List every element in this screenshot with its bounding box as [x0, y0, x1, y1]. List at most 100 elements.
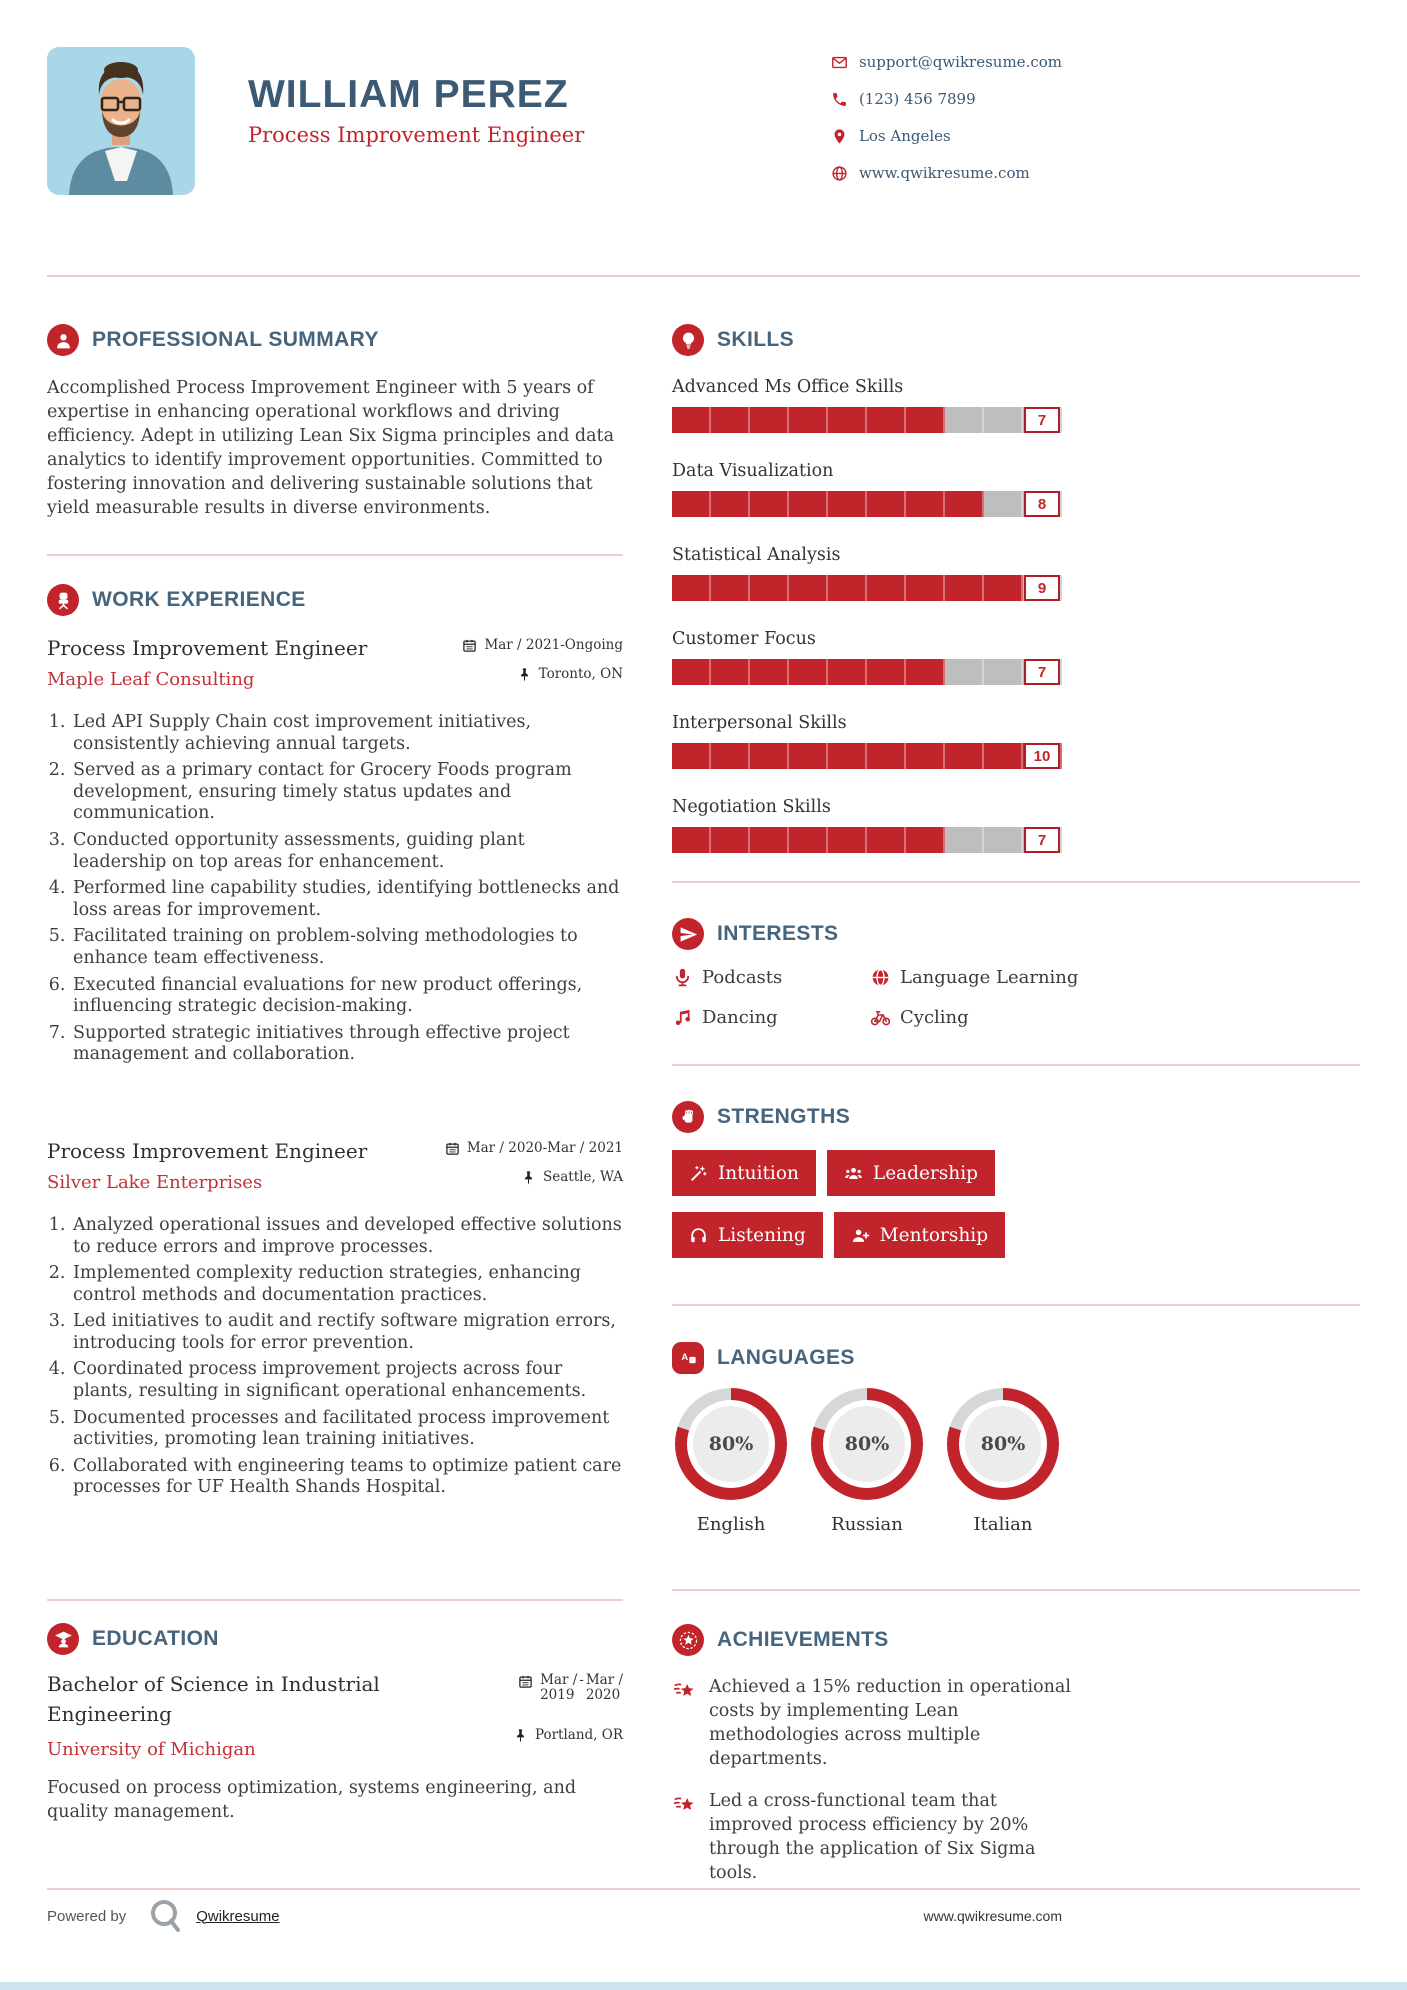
summary-text: Accomplished Process Improvement Enginee…	[47, 378, 615, 518]
contact-block: support@qwikresume.com (123) 456 7899 Lo…	[831, 47, 1062, 198]
headphones-icon	[689, 1226, 708, 1245]
strengths-list: Intuition Leadership Listening	[672, 1150, 1092, 1258]
left-divider-1	[47, 554, 623, 556]
strength-label: Mentorship	[879, 1224, 989, 1246]
contact-location[interactable]: Los Angeles	[831, 124, 1062, 148]
graduate-icon	[47, 1623, 79, 1656]
fist-icon	[672, 1101, 704, 1133]
job-date: Mar / 2021-Ongoing	[462, 637, 623, 653]
job-location-text: Toronto, ON	[538, 666, 623, 682]
language-name: Russian	[831, 1514, 903, 1535]
job-bullet: Implemented complexity reduction strateg…	[71, 1263, 623, 1306]
skill-score-badge: 10	[1024, 743, 1060, 769]
name-block: WILLIAM PEREZ Process Improvement Engine…	[248, 47, 584, 198]
contact-email[interactable]: support@qwikresume.com	[831, 50, 1062, 74]
globe-icon	[870, 967, 891, 988]
strengths-heading: STRENGTHS	[717, 1105, 851, 1128]
language-ring: 80%	[675, 1388, 787, 1500]
skill-score-badge: 7	[1024, 827, 1060, 853]
job-location-text: Seattle, WA	[543, 1168, 623, 1185]
skill-score-badge: 7	[1024, 407, 1060, 433]
skill-bar-fill	[672, 491, 984, 517]
globe-icon	[831, 165, 848, 182]
job-bullet: Documented processes and facilitated pro…	[71, 1408, 623, 1451]
contact-location-text: Los Angeles	[858, 127, 951, 145]
skill-name: Data Visualization	[672, 461, 834, 481]
education-description: Focused on process optimization, systems…	[47, 1778, 577, 1823]
strength-label: Intuition	[718, 1162, 799, 1184]
skill-bar: 7	[672, 827, 1062, 853]
right-divider-2	[672, 1064, 1360, 1066]
job-date-text: Mar / 2021-Ongoing	[484, 637, 623, 653]
skill-name: Statistical Analysis	[672, 545, 841, 565]
contact-phone[interactable]: (123) 456 7899	[831, 87, 1062, 111]
pushpin-icon	[521, 1170, 536, 1185]
skill-bar-fill	[672, 659, 945, 685]
right-column: SKILLS Advanced Ms Office Skills 7 Data …	[672, 277, 1360, 1903]
interest-label: Podcasts	[702, 967, 783, 988]
right-divider-4	[672, 1589, 1360, 1591]
job-title: Process Improvement Engineer	[47, 1138, 368, 1163]
language-item: 80% Italian	[944, 1388, 1062, 1535]
magic-wand-icon	[689, 1164, 708, 1183]
qwikresume-link[interactable]: Qwikresume	[196, 1907, 280, 1925]
calendar-icon	[518, 1674, 533, 1689]
skill-bar-fill	[672, 407, 945, 433]
user-plus-icon	[851, 1226, 870, 1245]
languages-heading: LANGUAGES	[717, 1346, 855, 1369]
translate-icon: A	[672, 1342, 704, 1374]
pushpin-icon	[517, 667, 532, 682]
person-icon	[47, 324, 79, 356]
achievements-heading: ACHIEVEMENTS	[717, 1628, 889, 1651]
job-entry: Process Improvement Engineer Maple Leaf …	[47, 633, 623, 1066]
interest-label: Language Learning	[900, 967, 1079, 988]
interest-label: Cycling	[900, 1007, 969, 1028]
calendar-icon	[462, 638, 477, 653]
languages-list: 80% English 80% Russian 80%	[672, 1388, 1062, 1535]
skill-name: Customer Focus	[672, 629, 816, 649]
skill-name: Interpersonal Skills	[672, 713, 847, 733]
job-date-text: Mar / 2020-Mar / 2021	[466, 1139, 623, 1156]
contact-website[interactable]: www.qwikresume.com	[831, 161, 1062, 185]
job-title: Process Improvement Engineer	[47, 636, 368, 660]
education-date-separator: -	[579, 1672, 584, 1689]
summary-heading: PROFESSIONAL SUMMARY	[92, 328, 379, 351]
footer: Powered by Qwikresume www.qwikresume.com	[0, 1888, 1407, 1933]
left-divider-2	[47, 1599, 623, 1602]
job-bullet: Analyzed operational issues and develope…	[71, 1215, 623, 1258]
svg-text:A: A	[681, 1352, 688, 1363]
bottom-page-strip	[0, 1982, 1407, 1990]
header: WILLIAM PEREZ Process Improvement Engine…	[0, 0, 1407, 198]
pushpin-icon	[513, 1728, 528, 1743]
interest-item: Cycling	[870, 1007, 1092, 1028]
achievements-list: Achieved a 15% reduction in operational …	[672, 1675, 1072, 1885]
language-percent: 80%	[829, 1406, 905, 1482]
microphone-icon	[672, 967, 693, 988]
job-bullet: Facilitated training on problem-solving …	[71, 926, 623, 969]
job-bullet: Conducted opportunity assessments, guidi…	[71, 830, 623, 873]
language-name: Italian	[973, 1514, 1033, 1535]
right-divider-3	[672, 1304, 1360, 1306]
skill-item: Advanced Ms Office Skills 7	[672, 377, 1062, 433]
skill-bar: 8	[672, 491, 1062, 517]
interest-item: Podcasts	[672, 967, 870, 988]
job-date: Mar / 2020-Mar / 2021	[445, 1140, 623, 1156]
work-heading: WORK EXPERIENCE	[92, 588, 306, 611]
shooting-star-icon	[672, 1791, 698, 1817]
skill-bar: 10	[672, 743, 1062, 769]
interest-label: Dancing	[702, 1007, 778, 1028]
header-divider	[47, 275, 1360, 277]
shooting-star-icon	[672, 1677, 698, 1703]
skill-bar-fill	[672, 575, 1023, 601]
job-entry: Process Improvement Engineer Silver Lake…	[47, 1136, 623, 1499]
skill-score-badge: 8	[1024, 491, 1060, 517]
skill-name: Advanced Ms Office Skills	[672, 377, 904, 397]
language-ring: 80%	[811, 1388, 923, 1500]
strength-badge: Mentorship	[833, 1212, 1006, 1258]
section-strengths: STRENGTHS Intuition Leadership	[672, 1101, 1360, 1258]
language-ring: 80%	[947, 1388, 1059, 1500]
job-bullet: Supported strategic initiatives through …	[71, 1023, 623, 1066]
footer-website-link[interactable]: www.qwikresume.com	[923, 1908, 1062, 1924]
job-bullet: Collaborated with engineering teams to o…	[71, 1456, 623, 1499]
